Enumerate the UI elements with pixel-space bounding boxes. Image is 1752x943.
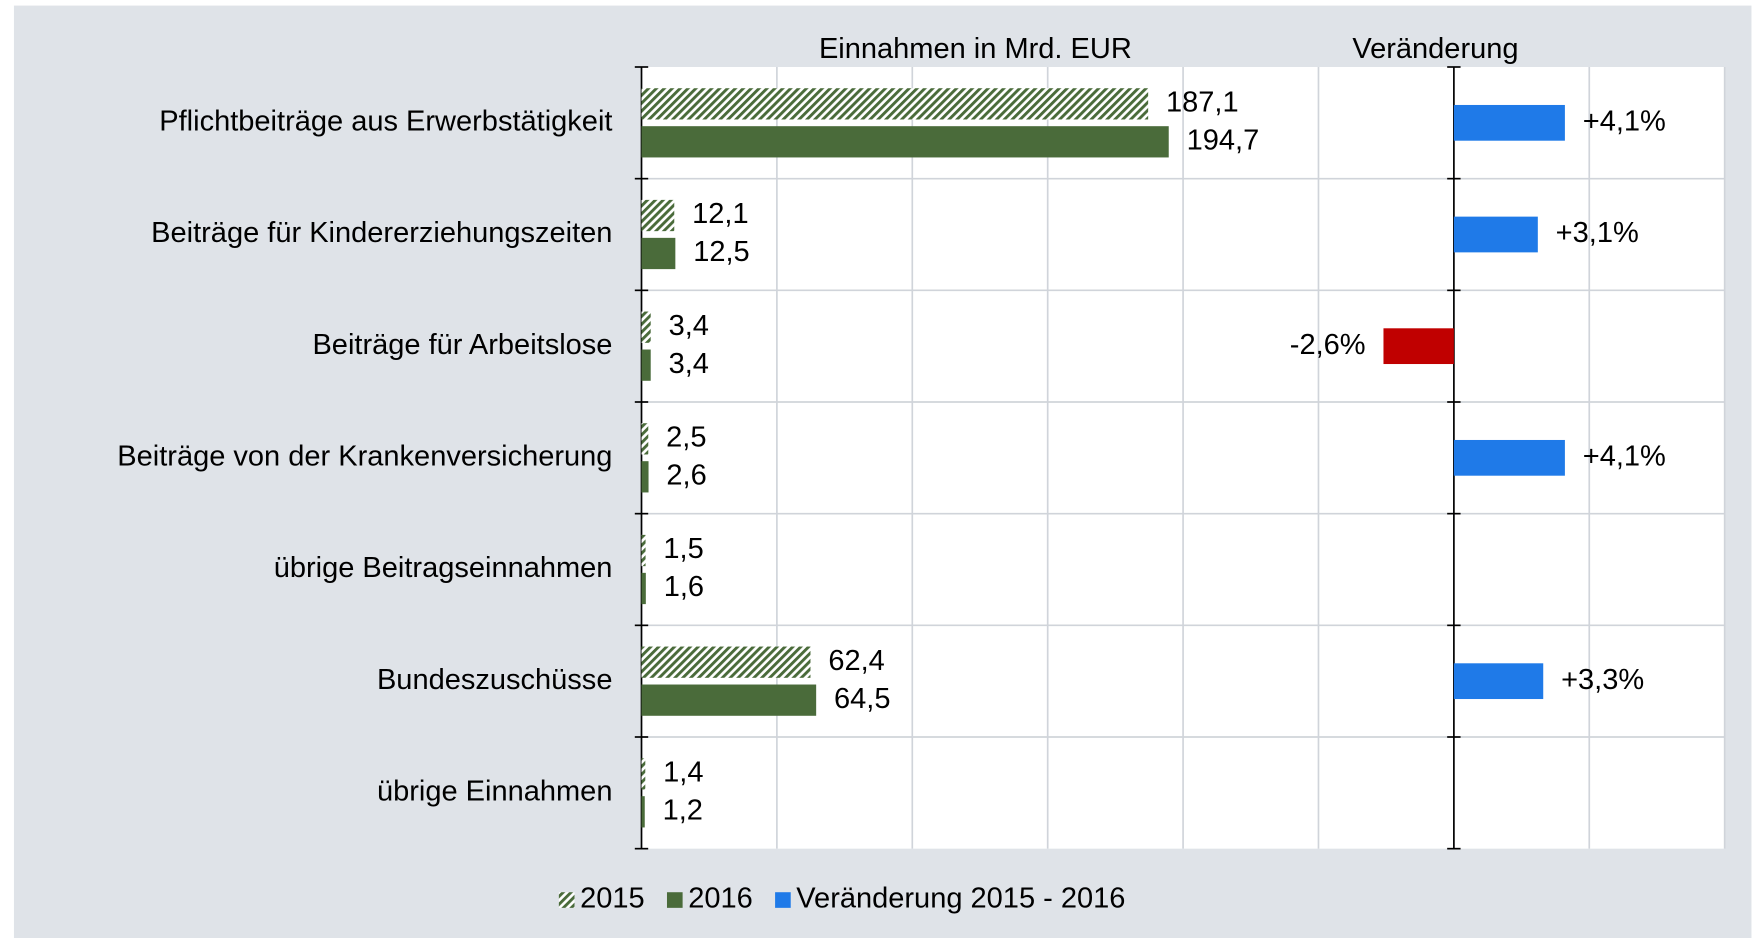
legend-label: 2016 <box>688 883 753 915</box>
bar <box>641 349 651 381</box>
legend-swatch <box>666 892 683 908</box>
bar <box>641 758 646 790</box>
data-label: -2,6% <box>1290 329 1366 361</box>
y2-title: Veränderung <box>1352 33 1518 65</box>
y-tick-label: Beiträge für Arbeitslose <box>312 329 612 361</box>
bar <box>641 796 645 828</box>
data-label: 2,6 <box>666 459 706 491</box>
data-label: 1,5 <box>663 533 703 565</box>
data-label: 187,1 <box>1166 87 1239 119</box>
data-label: 12,5 <box>693 236 749 268</box>
legend-label: Veränderung 2015 - 2016 <box>796 883 1125 915</box>
data-label: +4,1% <box>1583 106 1666 138</box>
y-tick-label: übrige Beitragseinnahmen <box>274 552 613 584</box>
bar <box>641 461 649 493</box>
y-tick-label: Beiträge von der Krankenversicherung <box>117 441 612 473</box>
data-label: 64,5 <box>834 683 890 715</box>
bar <box>641 423 649 455</box>
bar <box>641 126 1169 158</box>
data-label: 3,4 <box>669 310 709 342</box>
change-bar <box>1453 216 1538 253</box>
y-tick-label: übrige Einnahmen <box>377 776 613 808</box>
legend-label: 2015 <box>580 883 645 915</box>
bar <box>641 684 817 716</box>
data-label: +4,1% <box>1583 441 1666 473</box>
data-label: 12,1 <box>692 198 748 230</box>
data-label: 194,7 <box>1187 124 1260 156</box>
y-tick-label: Pflichtbeiträge aus Erwerbstätigkeit <box>159 106 612 138</box>
data-label: 3,4 <box>669 348 709 380</box>
change-bar <box>1453 104 1565 141</box>
bar <box>641 237 676 270</box>
data-label: 1,2 <box>663 794 703 826</box>
data-label: 2,5 <box>666 422 706 454</box>
data-label: 1,6 <box>664 571 704 603</box>
data-label: 62,4 <box>828 645 884 677</box>
data-label: 1,4 <box>663 757 703 789</box>
bar <box>641 311 651 343</box>
legend-swatch <box>775 892 791 908</box>
bar <box>641 646 811 678</box>
chart-title: Einnahmen in Mrd. EUR <box>819 33 1132 65</box>
data-label: +3,3% <box>1561 664 1644 696</box>
legend-swatch <box>558 892 575 908</box>
y-tick-label: Bundeszuschüsse <box>377 664 613 696</box>
change-bar <box>1453 439 1565 476</box>
change-bar <box>1383 328 1454 365</box>
bar <box>641 199 675 232</box>
bar <box>641 88 1149 120</box>
data-label: +3,1% <box>1556 217 1639 249</box>
bar <box>641 534 646 567</box>
bar <box>641 572 646 605</box>
y-tick-label: Beiträge für Kindererziehungszeiten <box>151 217 612 249</box>
change-bar <box>1453 663 1544 700</box>
